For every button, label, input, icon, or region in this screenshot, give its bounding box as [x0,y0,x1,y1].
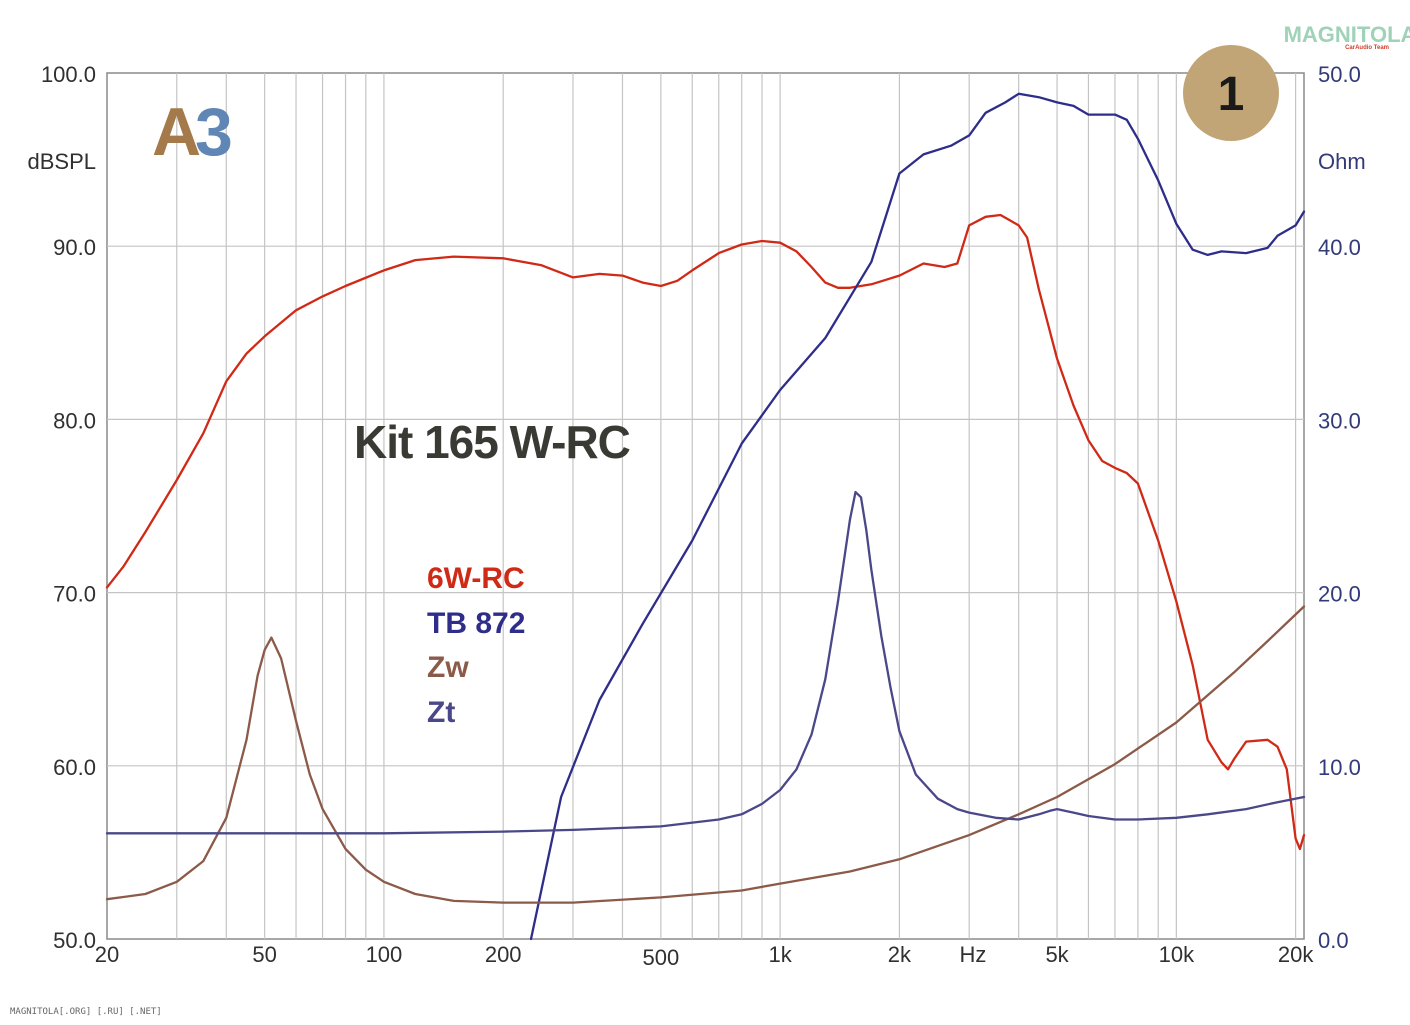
x-tick-label: 2k [888,942,912,967]
x-tick-label: 5k [1045,942,1069,967]
logo-letter-a: A [152,94,201,170]
series-line-zw [105,605,1306,904]
plot-area [106,72,1305,940]
legend-entry: Zw [427,651,469,684]
legend: 6W-RC TB 872 Zw Zt [427,562,525,729]
figure-number-badge: 1 [1183,45,1279,141]
y2-tick-label: 40.0 [1318,235,1361,260]
badge-circle [1183,45,1279,141]
x-tick-label: 500 [643,945,680,970]
y-tick-label: 100.0 [41,62,96,87]
magnitola-watermark: MAGNITOLA CarAudio Team [1284,22,1410,51]
x-tick-label: 50 [252,942,276,967]
x-tick-label: 200 [485,942,522,967]
watermark-brand: MAGNITOLA [1284,22,1410,47]
chart-annotation: Kit 165 W-RC [354,416,630,468]
series-line-zt [105,490,1306,835]
x-tick-label: 10k [1159,942,1195,967]
watermark-tagline: CarAudio Team [1345,45,1389,51]
footer-text: MAGNITOLA[.ORG] [.RU] [.NET] [10,1007,162,1017]
y-tick-label: 60.0 [53,755,96,780]
logo-digit-3: 3 [195,94,233,170]
a3-logo: A 3 [152,94,233,170]
series-line-tb-872 [529,92,1306,941]
y-tick-label: 70.0 [53,582,96,607]
x-axis-label: Hz [960,942,987,967]
series-lines [105,92,1306,941]
y-tick-label: 90.0 [53,235,96,260]
y2-tick-label: 0.0 [1318,928,1349,953]
x-tick-label: 20 [95,942,119,967]
legend-entry: Zt [427,696,455,729]
y2-axis-label: Ohm [1318,149,1366,174]
series-line-6w-rc [105,213,1306,851]
legend-entry: TB 872 [427,607,525,640]
y2-tick-label: 30.0 [1318,408,1361,433]
y-axis-label: dBSPL [28,149,97,174]
x-tick-label: 1k [769,942,793,967]
y-tick-label: 50.0 [53,928,96,953]
grid [107,73,1304,939]
y2-tick-label: 10.0 [1318,755,1361,780]
x-tick-label: 100 [366,942,403,967]
axis-ticks: 20 50 100 200 500 1k 2k 5k 10k 20k 100.0 90.0 80.0 70… [41,62,1361,970]
badge-number: 1 [1218,68,1245,121]
y-tick-label: 80.0 [53,408,96,433]
y2-tick-label: 20.0 [1318,582,1361,607]
y2-tick-label: 50.0 [1318,62,1361,87]
x-tick-label: 20k [1278,942,1314,967]
legend-entry: 6W-RC [427,562,525,595]
